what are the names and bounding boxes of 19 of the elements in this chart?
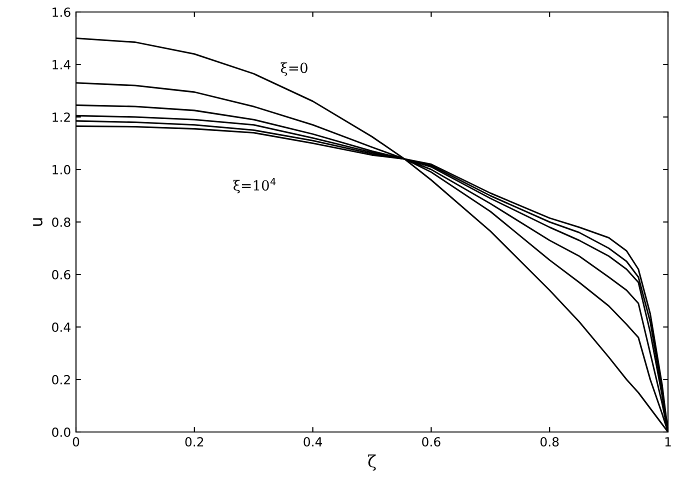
y-tick-label: 1.6 bbox=[52, 7, 70, 17]
x-tick-label: 0 bbox=[72, 437, 80, 447]
annotation: ξ=10$^{4}$ bbox=[233, 178, 276, 194]
x-tick-label: 0.2 bbox=[185, 437, 204, 447]
x-tick-label: 0.4 bbox=[304, 437, 322, 447]
x-tick-label: 1 bbox=[665, 437, 671, 446]
y-tick-label: 0.0 bbox=[52, 427, 70, 437]
y-tick-label: 0.2 bbox=[52, 374, 70, 384]
annotation: ξ=0 bbox=[280, 62, 308, 76]
y-tick-label: 1.0 bbox=[52, 164, 70, 174]
y-tick-label: 0.6 bbox=[52, 270, 70, 280]
x-axis-title: ζ bbox=[368, 454, 376, 471]
y-axis-title: u bbox=[32, 218, 42, 226]
y-tick-label: 0.8 bbox=[52, 217, 70, 227]
y-tick-label: 1.2 bbox=[52, 112, 70, 122]
x-tick-label: 0.6 bbox=[422, 437, 440, 447]
y-tick-label: 1.4 bbox=[52, 60, 70, 70]
x-tick-label: 0.8 bbox=[540, 437, 559, 447]
y-tick-label: 0.4 bbox=[52, 322, 70, 332]
